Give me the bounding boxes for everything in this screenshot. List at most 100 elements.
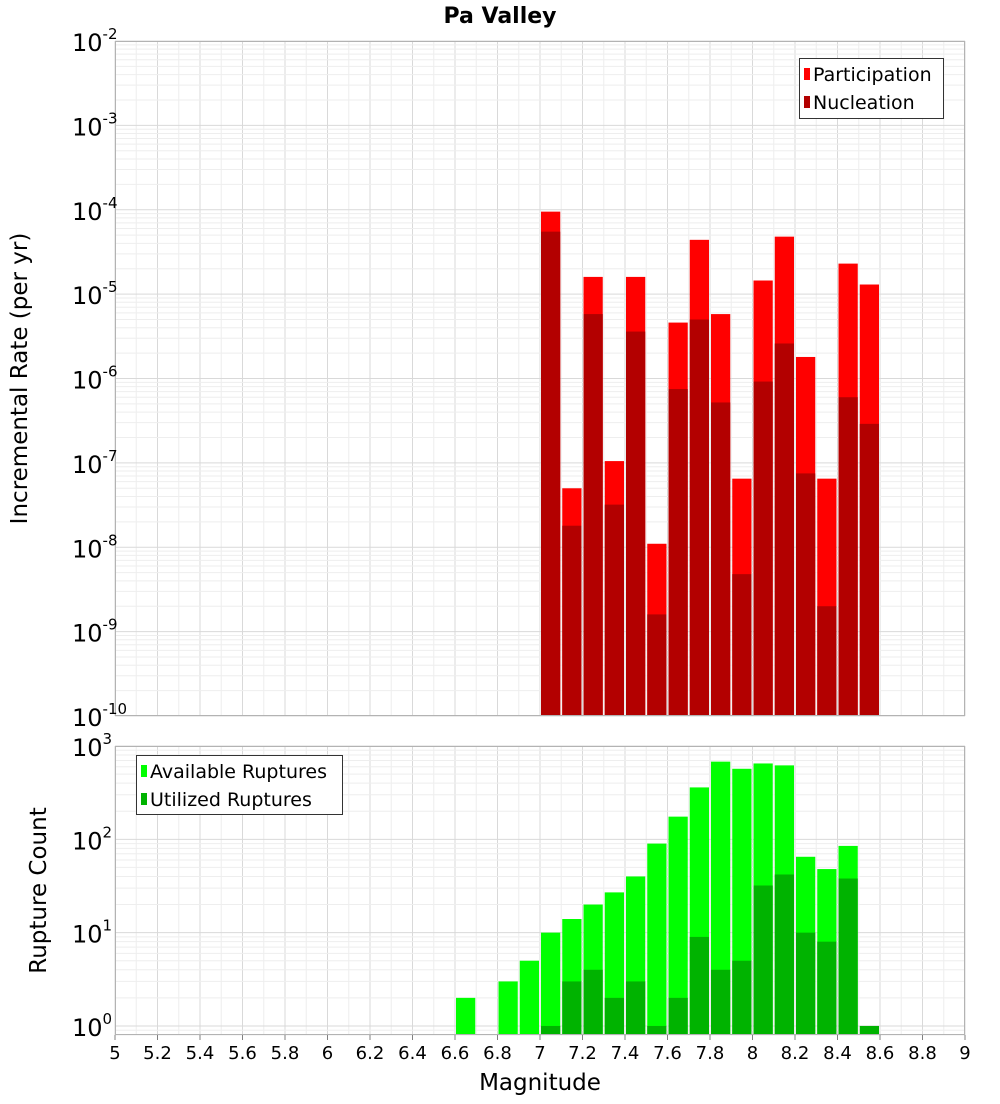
legend-box	[799, 58, 944, 119]
bar	[583, 314, 603, 716]
bar	[753, 381, 773, 716]
y-tick-label: 10-7	[72, 447, 118, 479]
legend-swatch	[141, 765, 147, 777]
series-utilized-ruptures	[541, 874, 879, 1035]
x-tick-label: 6	[322, 1043, 333, 1064]
y-tick-label: 10-4	[72, 194, 118, 226]
legend-entry: Available Ruptures	[150, 761, 327, 783]
bar	[583, 969, 603, 1035]
y-axis-label: Incremental Rate (per yr)	[7, 233, 33, 525]
x-tick-label: 8.2	[781, 1043, 810, 1064]
bar	[689, 319, 709, 716]
bar	[859, 1025, 879, 1035]
plot-frame	[115, 746, 965, 1035]
legend-entry: Nucleation	[813, 92, 915, 114]
x-tick-label: 8.6	[866, 1043, 895, 1064]
legend-entry: Utilized Ruptures	[150, 789, 312, 811]
x-tick-label: 9	[959, 1043, 970, 1064]
bar	[838, 397, 858, 716]
x-tick-label: 8	[747, 1043, 758, 1064]
bar	[562, 525, 582, 716]
x-tick-label: 5	[109, 1043, 120, 1064]
x-tick-label: 5.8	[271, 1043, 300, 1064]
y-tick-label: 102	[72, 823, 112, 855]
y-tick-label: 10-6	[72, 363, 118, 395]
y-tick-label: 10-8	[72, 531, 118, 563]
bar	[647, 843, 667, 1035]
y-tick-label: 101	[72, 917, 112, 949]
y-tick-labels: 100 101 102 103	[72, 730, 112, 1042]
x-tick-label: 8.8	[908, 1043, 937, 1064]
legend-box	[136, 755, 343, 815]
rate-panel: 10-10 10-9 10-8 10-7 10-6 10-5 10-4 10-3 10-2 Inc…	[7, 25, 966, 732]
bar	[732, 960, 752, 1035]
chart-title: Pa Valley	[443, 4, 556, 29]
rupture-count-panel: 100 101 102 103 Rupture Count 5 5.2 5.4 5.6 5.8 6 6…	[26, 730, 971, 1096]
bar	[774, 874, 794, 1035]
x-tick-label: 6.8	[483, 1043, 512, 1064]
y-tick-label: 10-10	[72, 700, 127, 732]
legend-swatch	[804, 68, 810, 80]
bar	[668, 816, 688, 1035]
y-tick-label: 10-3	[72, 109, 118, 141]
bar	[711, 761, 731, 1035]
legend-entry: Participation	[813, 64, 932, 86]
x-tick-labels: 5 5.2 5.4 5.6 5.8 6 6.2 6.4 6.6 6.8 7 7.2 7.4 7.6 7.8 8…	[109, 1035, 971, 1064]
legend-swatch	[804, 96, 810, 108]
bar	[456, 997, 476, 1035]
bar	[711, 402, 731, 716]
bar	[859, 423, 879, 716]
bar	[519, 960, 539, 1035]
x-tick-label: 5.6	[228, 1043, 257, 1064]
plot-frame	[115, 41, 965, 716]
y-tick-label: 10-9	[72, 616, 118, 648]
bar	[604, 997, 624, 1035]
x-tick-label: 7.2	[568, 1043, 597, 1064]
bar	[647, 1025, 667, 1035]
x-tick-label: 6.4	[398, 1043, 427, 1064]
y-tick-label: 10-2	[72, 25, 118, 57]
bar	[604, 504, 624, 716]
bar	[626, 981, 646, 1035]
x-tick-label: 8.4	[823, 1043, 852, 1064]
x-tick-label: 7	[534, 1043, 545, 1064]
grid	[114, 40, 966, 717]
x-tick-label: 7.4	[611, 1043, 640, 1064]
bar	[562, 981, 582, 1035]
bar	[817, 606, 837, 716]
y-tick-label: 10-5	[72, 278, 118, 310]
bar	[668, 997, 688, 1035]
bar	[541, 231, 561, 716]
bar	[541, 932, 561, 1035]
bar	[732, 574, 752, 716]
bar	[668, 389, 688, 716]
bar	[774, 343, 794, 716]
x-tick-label: 5.2	[143, 1043, 172, 1064]
series-nucleation	[541, 231, 879, 716]
legend-swatch	[141, 793, 147, 805]
legend: Participation Nucleation	[799, 58, 944, 119]
x-tick-label: 7.8	[696, 1043, 725, 1064]
x-axis-label: Magnitude	[479, 1070, 601, 1096]
bar	[711, 969, 731, 1035]
bar	[838, 878, 858, 1035]
bar	[796, 932, 816, 1035]
bar	[796, 473, 816, 716]
bar	[498, 981, 518, 1035]
x-tick-label: 7.6	[653, 1043, 682, 1064]
y-tick-label: 100	[72, 1010, 112, 1042]
y-axis-label: Rupture Count	[26, 807, 52, 973]
y-tick-label: 103	[72, 730, 112, 762]
legend: Available Ruptures Utilized Ruptures	[136, 755, 343, 815]
bar	[817, 941, 837, 1035]
bar	[689, 936, 709, 1035]
bar	[647, 614, 667, 716]
x-tick-label: 6.2	[356, 1043, 385, 1064]
x-tick-label: 6.6	[441, 1043, 470, 1064]
x-tick-label: 5.4	[186, 1043, 215, 1064]
y-tick-labels: 10-10 10-9 10-8 10-7 10-6 10-5 10-4 10-3 10-2	[72, 25, 127, 732]
bar	[541, 1025, 561, 1035]
bar	[626, 331, 646, 716]
